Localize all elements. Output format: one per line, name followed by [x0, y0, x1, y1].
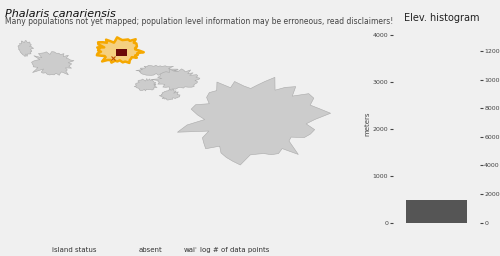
- Bar: [406, 200, 467, 223]
- Bar: [166, 242, 180, 256]
- Text: log # of data points: log # of data points: [200, 248, 270, 253]
- Text: absent: absent: [138, 248, 162, 253]
- Bar: [120, 242, 134, 256]
- Text: Many populations not yet mapped; population level information may be erroneous, : Many populations not yet mapped; populat…: [5, 17, 393, 26]
- Text: waiʿ: waiʿ: [184, 248, 198, 253]
- Text: Phalaris canariensis: Phalaris canariensis: [5, 9, 116, 19]
- Bar: [268, 242, 312, 256]
- Y-axis label: meters: meters: [364, 112, 370, 136]
- Bar: [116, 49, 126, 56]
- Text: island status: island status: [52, 248, 97, 253]
- Text: Elev. histogram: Elev. histogram: [404, 13, 480, 24]
